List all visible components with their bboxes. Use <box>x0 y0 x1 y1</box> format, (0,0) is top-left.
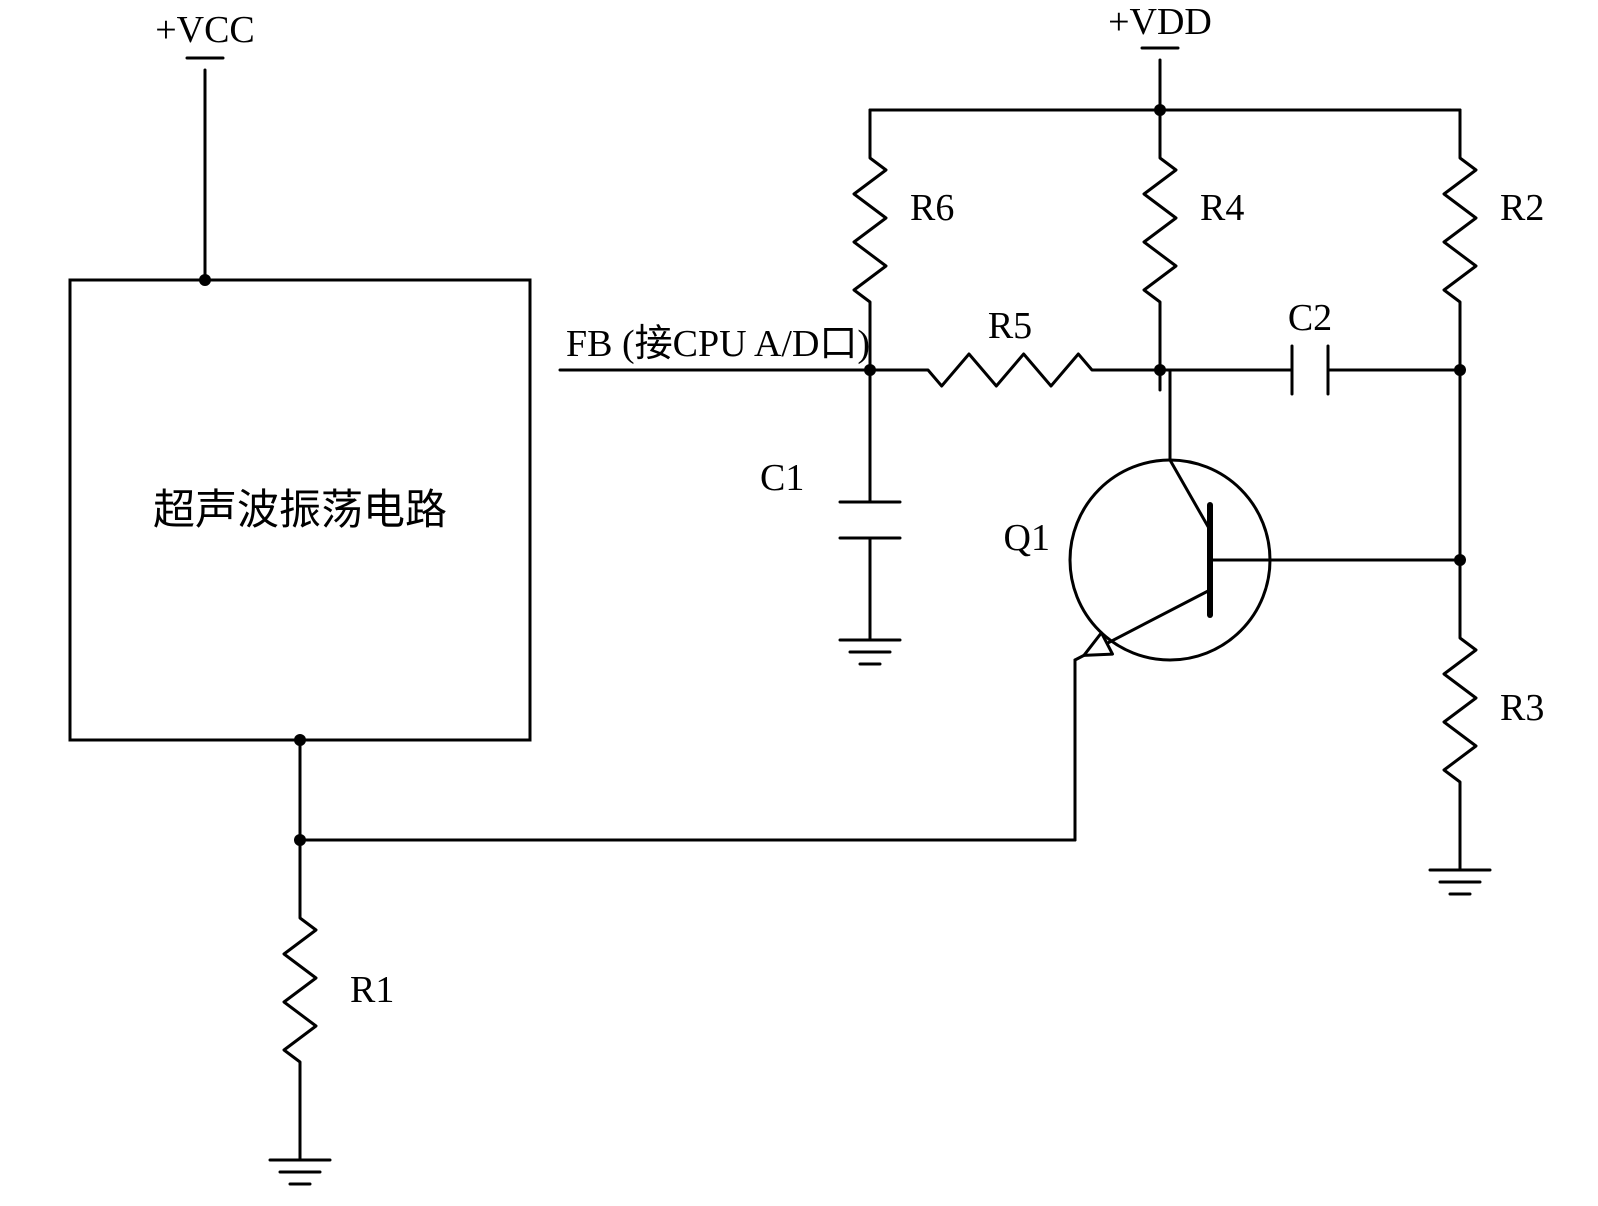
r1-label: R1 <box>350 969 394 1011</box>
c1-label: C1 <box>760 457 804 499</box>
r6-label: R6 <box>910 187 954 229</box>
vdd-label: +VDD <box>1108 1 1212 43</box>
r5-label: R5 <box>988 305 1032 347</box>
r2-label: R2 <box>1500 187 1544 229</box>
fb-label: FB (接CPU A/D口) <box>566 323 870 365</box>
vcc-label: +VCC <box>155 9 255 51</box>
r4-label: R4 <box>1200 187 1244 229</box>
r3-label: R3 <box>1500 687 1544 729</box>
q1-label: Q1 <box>1004 517 1050 559</box>
c2-label: C2 <box>1288 297 1332 339</box>
oscillator-block-label: 超声波振荡电路 <box>153 488 447 534</box>
